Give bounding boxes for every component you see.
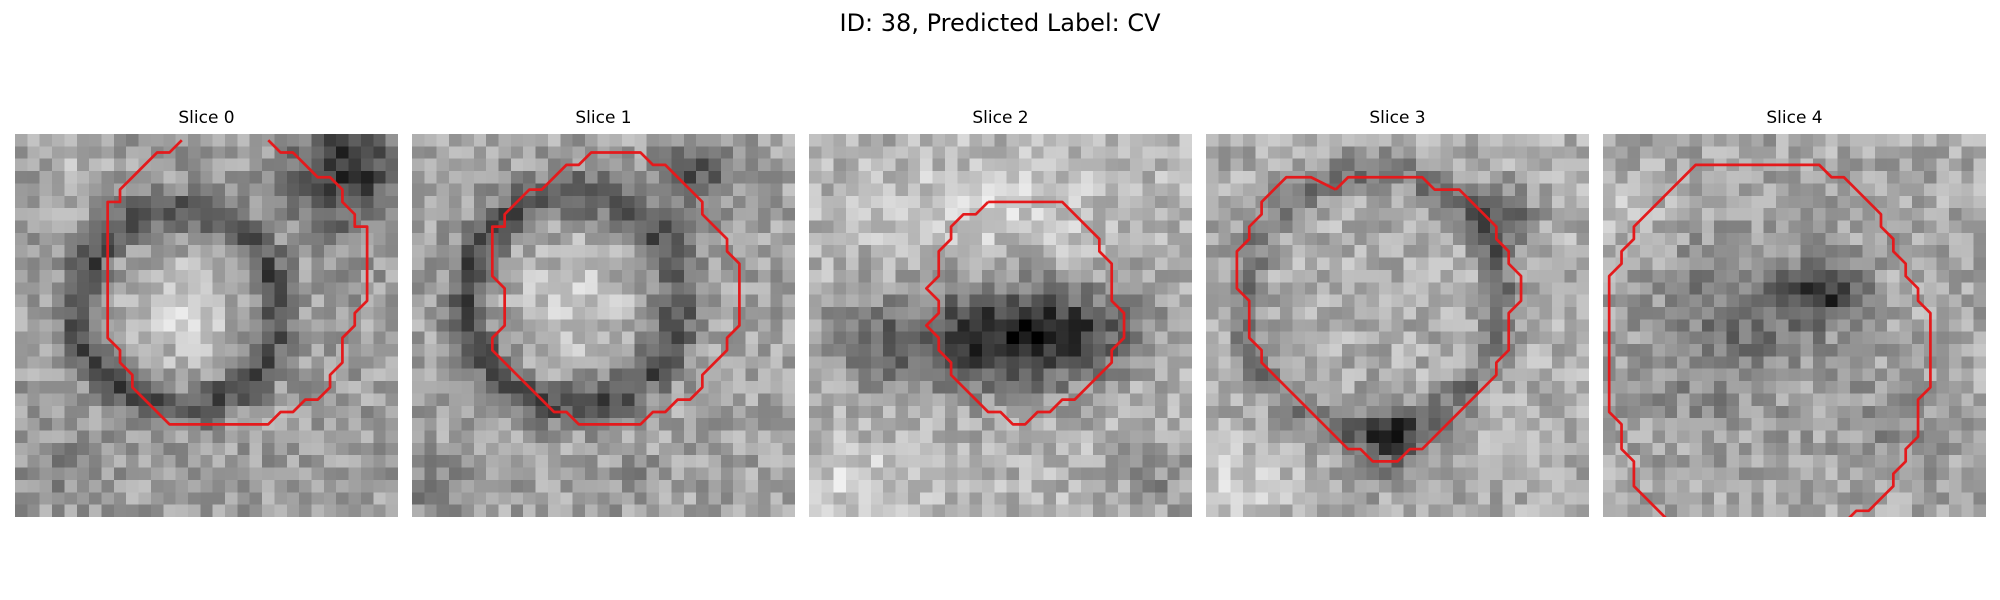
slice-title-2: Slice 2 [972, 108, 1029, 128]
slice-title-0: Slice 0 [178, 108, 235, 128]
figure-title: ID: 38, Predicted Label: CV [839, 9, 1161, 37]
slice-image-4 [1603, 134, 1986, 517]
slice-image-2 [809, 134, 1192, 517]
contour-line-2 [925, 200, 1126, 426]
slice-title-4: Slice 4 [1766, 108, 1823, 128]
slice-image-1 [412, 134, 795, 517]
contour-line-3 [1235, 175, 1523, 463]
contour-line-4 [1607, 163, 1932, 517]
slice-image-0 [15, 134, 398, 517]
slice-title-3: Slice 3 [1369, 108, 1426, 128]
contour-line-0 [106, 139, 369, 426]
contour-line-1 [490, 151, 741, 426]
slice-image-3 [1206, 134, 1589, 517]
slice-title-1: Slice 1 [575, 108, 632, 128]
